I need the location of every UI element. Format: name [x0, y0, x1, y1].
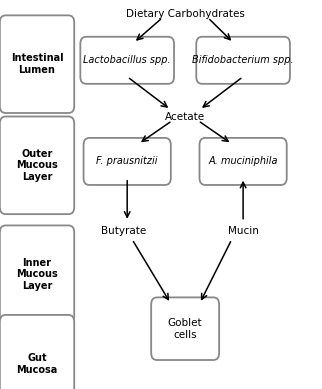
Text: Inner
Mucous
Layer: Inner Mucous Layer: [16, 258, 58, 291]
FancyBboxPatch shape: [0, 117, 74, 214]
Text: Goblet
cells: Goblet cells: [168, 318, 203, 340]
Text: A. muciniphila: A. muciniphila: [208, 156, 278, 166]
FancyBboxPatch shape: [0, 315, 74, 389]
Text: Lactobacillus spp.: Lactobacillus spp.: [83, 55, 171, 65]
Text: Gut
Mucosa: Gut Mucosa: [16, 353, 58, 375]
Text: Mucin: Mucin: [228, 226, 259, 237]
Text: Dietary Carbohydrates: Dietary Carbohydrates: [126, 9, 245, 19]
Text: Butyrate: Butyrate: [101, 226, 147, 237]
FancyBboxPatch shape: [80, 37, 174, 84]
FancyBboxPatch shape: [0, 16, 74, 113]
Text: Bifidobacterium spp.: Bifidobacterium spp.: [192, 55, 294, 65]
Text: Outer
Mucous
Layer: Outer Mucous Layer: [16, 149, 58, 182]
Text: Acetate: Acetate: [165, 112, 205, 122]
FancyBboxPatch shape: [196, 37, 290, 84]
Text: Intestinal
Lumen: Intestinal Lumen: [11, 53, 63, 75]
Text: F. prausnitzii: F. prausnitzii: [97, 156, 158, 166]
FancyBboxPatch shape: [83, 138, 171, 185]
FancyBboxPatch shape: [0, 226, 74, 323]
FancyBboxPatch shape: [199, 138, 287, 185]
FancyBboxPatch shape: [151, 297, 219, 360]
